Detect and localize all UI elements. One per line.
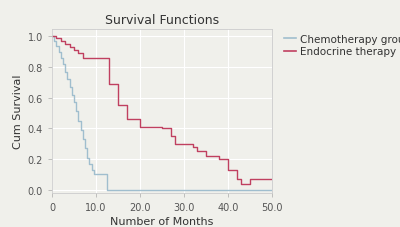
Y-axis label: Cum Survival: Cum Survival [14,74,24,148]
Title: Survival Functions: Survival Functions [105,14,219,27]
Legend: Chemotherapy group, Endocrine therapy group: Chemotherapy group, Endocrine therapy gr… [284,35,400,57]
X-axis label: Number of Months: Number of Months [110,216,214,226]
